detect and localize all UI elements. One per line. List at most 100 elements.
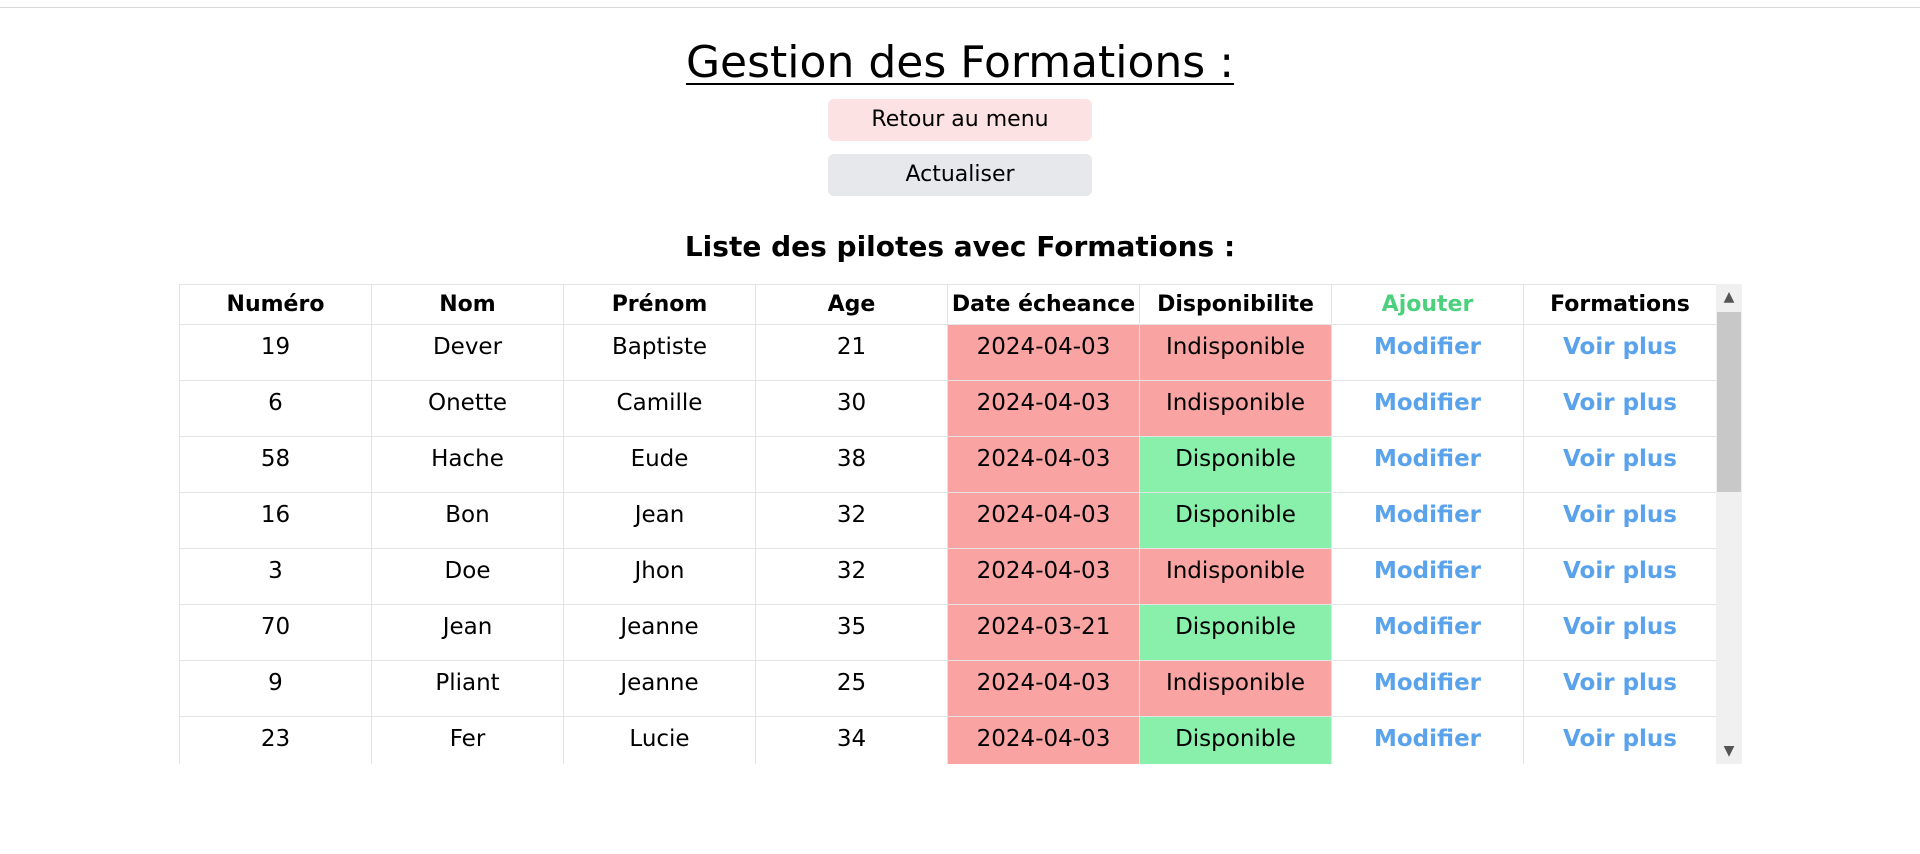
cell-disponibilite: Indisponible — [1139, 324, 1332, 381]
table-row: 58 Hache Eude 38 2024-04-03 Disponible Modifie… — [179, 436, 1717, 493]
cell-disponibilite: Disponible — [1139, 716, 1332, 764]
pilots-table-container[interactable]: Numéro Nom Prénom Age Date écheance Disp… — [179, 284, 1742, 764]
voir-plus-cell: Voir plus — [1523, 492, 1717, 549]
header-formations: Formations — [1523, 284, 1717, 325]
table-row: 16 Bon Jean 32 2024-04-03 Disponible Modifier V… — [179, 492, 1717, 549]
cell-numero: 19 — [179, 324, 372, 381]
voir-plus-link[interactable]: Voir plus — [1563, 502, 1677, 528]
cell-age: 30 — [755, 380, 948, 437]
cell-prenom: Jean — [563, 492, 756, 549]
cell-date-echeance: 2024-04-03 — [947, 660, 1140, 717]
cell-prenom: Lucie — [563, 716, 756, 764]
refresh-button[interactable]: Actualiser — [828, 154, 1092, 196]
modifier-link[interactable]: Modifier — [1373, 334, 1482, 360]
cell-age: 38 — [755, 436, 948, 493]
header-prenom: Prénom — [563, 284, 756, 325]
modifier-cell: Modifier — [1331, 492, 1524, 549]
browser-top-edge — [0, 0, 1920, 8]
cell-age: 25 — [755, 660, 948, 717]
cell-date-echeance: 2024-04-03 — [947, 716, 1140, 764]
modifier-link[interactable]: Modifier — [1373, 502, 1482, 528]
table-header-row: Numéro Nom Prénom Age Date écheance Disp… — [179, 284, 1717, 325]
cell-nom: Bon — [371, 492, 564, 549]
cell-date-echeance: 2024-04-03 — [947, 492, 1140, 549]
cell-nom: Hache — [371, 436, 564, 493]
header-numero: Numéro — [179, 284, 372, 325]
cell-date-echeance: 2024-04-03 — [947, 324, 1140, 381]
cell-numero: 9 — [179, 660, 372, 717]
cell-nom: Onette — [371, 380, 564, 437]
voir-plus-cell: Voir plus — [1523, 436, 1717, 493]
voir-plus-link[interactable]: Voir plus — [1563, 390, 1677, 416]
cell-numero: 70 — [179, 604, 372, 661]
voir-plus-link[interactable]: Voir plus — [1563, 614, 1677, 640]
modifier-cell: Modifier — [1331, 604, 1524, 661]
cell-prenom: Jeanne — [563, 604, 756, 661]
header-nom: Nom — [371, 284, 564, 325]
voir-plus-cell: Voir plus — [1523, 548, 1717, 605]
voir-plus-link[interactable]: Voir plus — [1563, 558, 1677, 584]
cell-nom: Pliant — [371, 660, 564, 717]
header-ajouter: Ajouter — [1331, 284, 1524, 325]
cell-prenom: Jeanne — [563, 660, 756, 717]
cell-nom: Dever — [371, 324, 564, 381]
cell-date-echeance: 2024-04-03 — [947, 436, 1140, 493]
cell-date-echeance: 2024-04-03 — [947, 548, 1140, 605]
modifier-cell: Modifier — [1331, 380, 1524, 437]
cell-date-echeance: 2024-04-03 — [947, 380, 1140, 437]
cell-numero: 6 — [179, 380, 372, 437]
header-disponibilite: Disponibilite — [1139, 284, 1332, 325]
cell-date-echeance: 2024-03-21 — [947, 604, 1140, 661]
cell-disponibilite: Indisponible — [1139, 660, 1332, 717]
header-date: Date écheance — [947, 284, 1140, 325]
cell-age: 32 — [755, 492, 948, 549]
cell-numero: 3 — [179, 548, 372, 605]
modifier-cell: Modifier — [1331, 548, 1524, 605]
table-row: 6 Onette Camille 30 2024-04-03 Indisponible Mo… — [179, 380, 1717, 437]
cell-nom: Jean — [371, 604, 564, 661]
modifier-link[interactable]: Modifier — [1373, 446, 1482, 472]
chevron-down-icon[interactable]: ▼ — [1723, 743, 1735, 759]
modifier-cell: Modifier — [1331, 660, 1524, 717]
cell-age: 35 — [755, 604, 948, 661]
cell-prenom: Baptiste — [563, 324, 756, 381]
cell-nom: Doe — [371, 548, 564, 605]
modifier-link[interactable]: Modifier — [1373, 558, 1482, 584]
cell-numero: 23 — [179, 716, 372, 764]
scrollbar-thumb[interactable] — [1717, 312, 1741, 492]
cell-age: 34 — [755, 716, 948, 764]
chevron-up-icon[interactable]: ▲ — [1723, 289, 1735, 305]
voir-plus-link[interactable]: Voir plus — [1563, 670, 1677, 696]
header-age: Age — [755, 284, 948, 325]
modifier-link[interactable]: Modifier — [1373, 390, 1482, 416]
modifier-cell: Modifier — [1331, 324, 1524, 381]
cell-prenom: Jhon — [563, 548, 756, 605]
table-row: 23 Fer Lucie 34 2024-04-03 Disponible Modifier… — [179, 716, 1717, 764]
page-title: Gestion des Formations : — [685, 37, 1235, 88]
voir-plus-link[interactable]: Voir plus — [1563, 334, 1677, 360]
table-row: 70 Jean Jeanne 35 2024-03-21 Disponible Modifi… — [179, 604, 1717, 661]
cell-numero: 16 — [179, 492, 372, 549]
table-scrollbar[interactable]: ▲ ▼ — [1716, 284, 1742, 764]
table-row: 3 Doe Jhon 32 2024-04-03 Indisponible Modifier… — [179, 548, 1717, 605]
cell-nom: Fer — [371, 716, 564, 764]
voir-plus-link[interactable]: Voir plus — [1563, 726, 1677, 752]
voir-plus-cell: Voir plus — [1523, 660, 1717, 717]
cell-age: 32 — [755, 548, 948, 605]
voir-plus-cell: Voir plus — [1523, 604, 1717, 661]
back-to-menu-button[interactable]: Retour au menu — [828, 99, 1092, 141]
cell-prenom: Eude — [563, 436, 756, 493]
list-title: Liste des pilotes avec Formations : — [684, 230, 1236, 263]
cell-disponibilite: Disponible — [1139, 492, 1332, 549]
cell-prenom: Camille — [563, 380, 756, 437]
modifier-link[interactable]: Modifier — [1373, 726, 1482, 752]
modifier-link[interactable]: Modifier — [1373, 670, 1482, 696]
cell-disponibilite: Disponible — [1139, 436, 1332, 493]
voir-plus-cell: Voir plus — [1523, 716, 1717, 764]
modifier-cell: Modifier — [1331, 716, 1524, 764]
modifier-link[interactable]: Modifier — [1373, 614, 1482, 640]
table-body: 19 Dever Baptiste 21 2024-04-03 Indisponible M… — [179, 324, 1717, 764]
cell-disponibilite: Disponible — [1139, 604, 1332, 661]
table-row: 9 Pliant Jeanne 25 2024-04-03 Indisponible Mod… — [179, 660, 1717, 717]
voir-plus-link[interactable]: Voir plus — [1563, 446, 1677, 472]
